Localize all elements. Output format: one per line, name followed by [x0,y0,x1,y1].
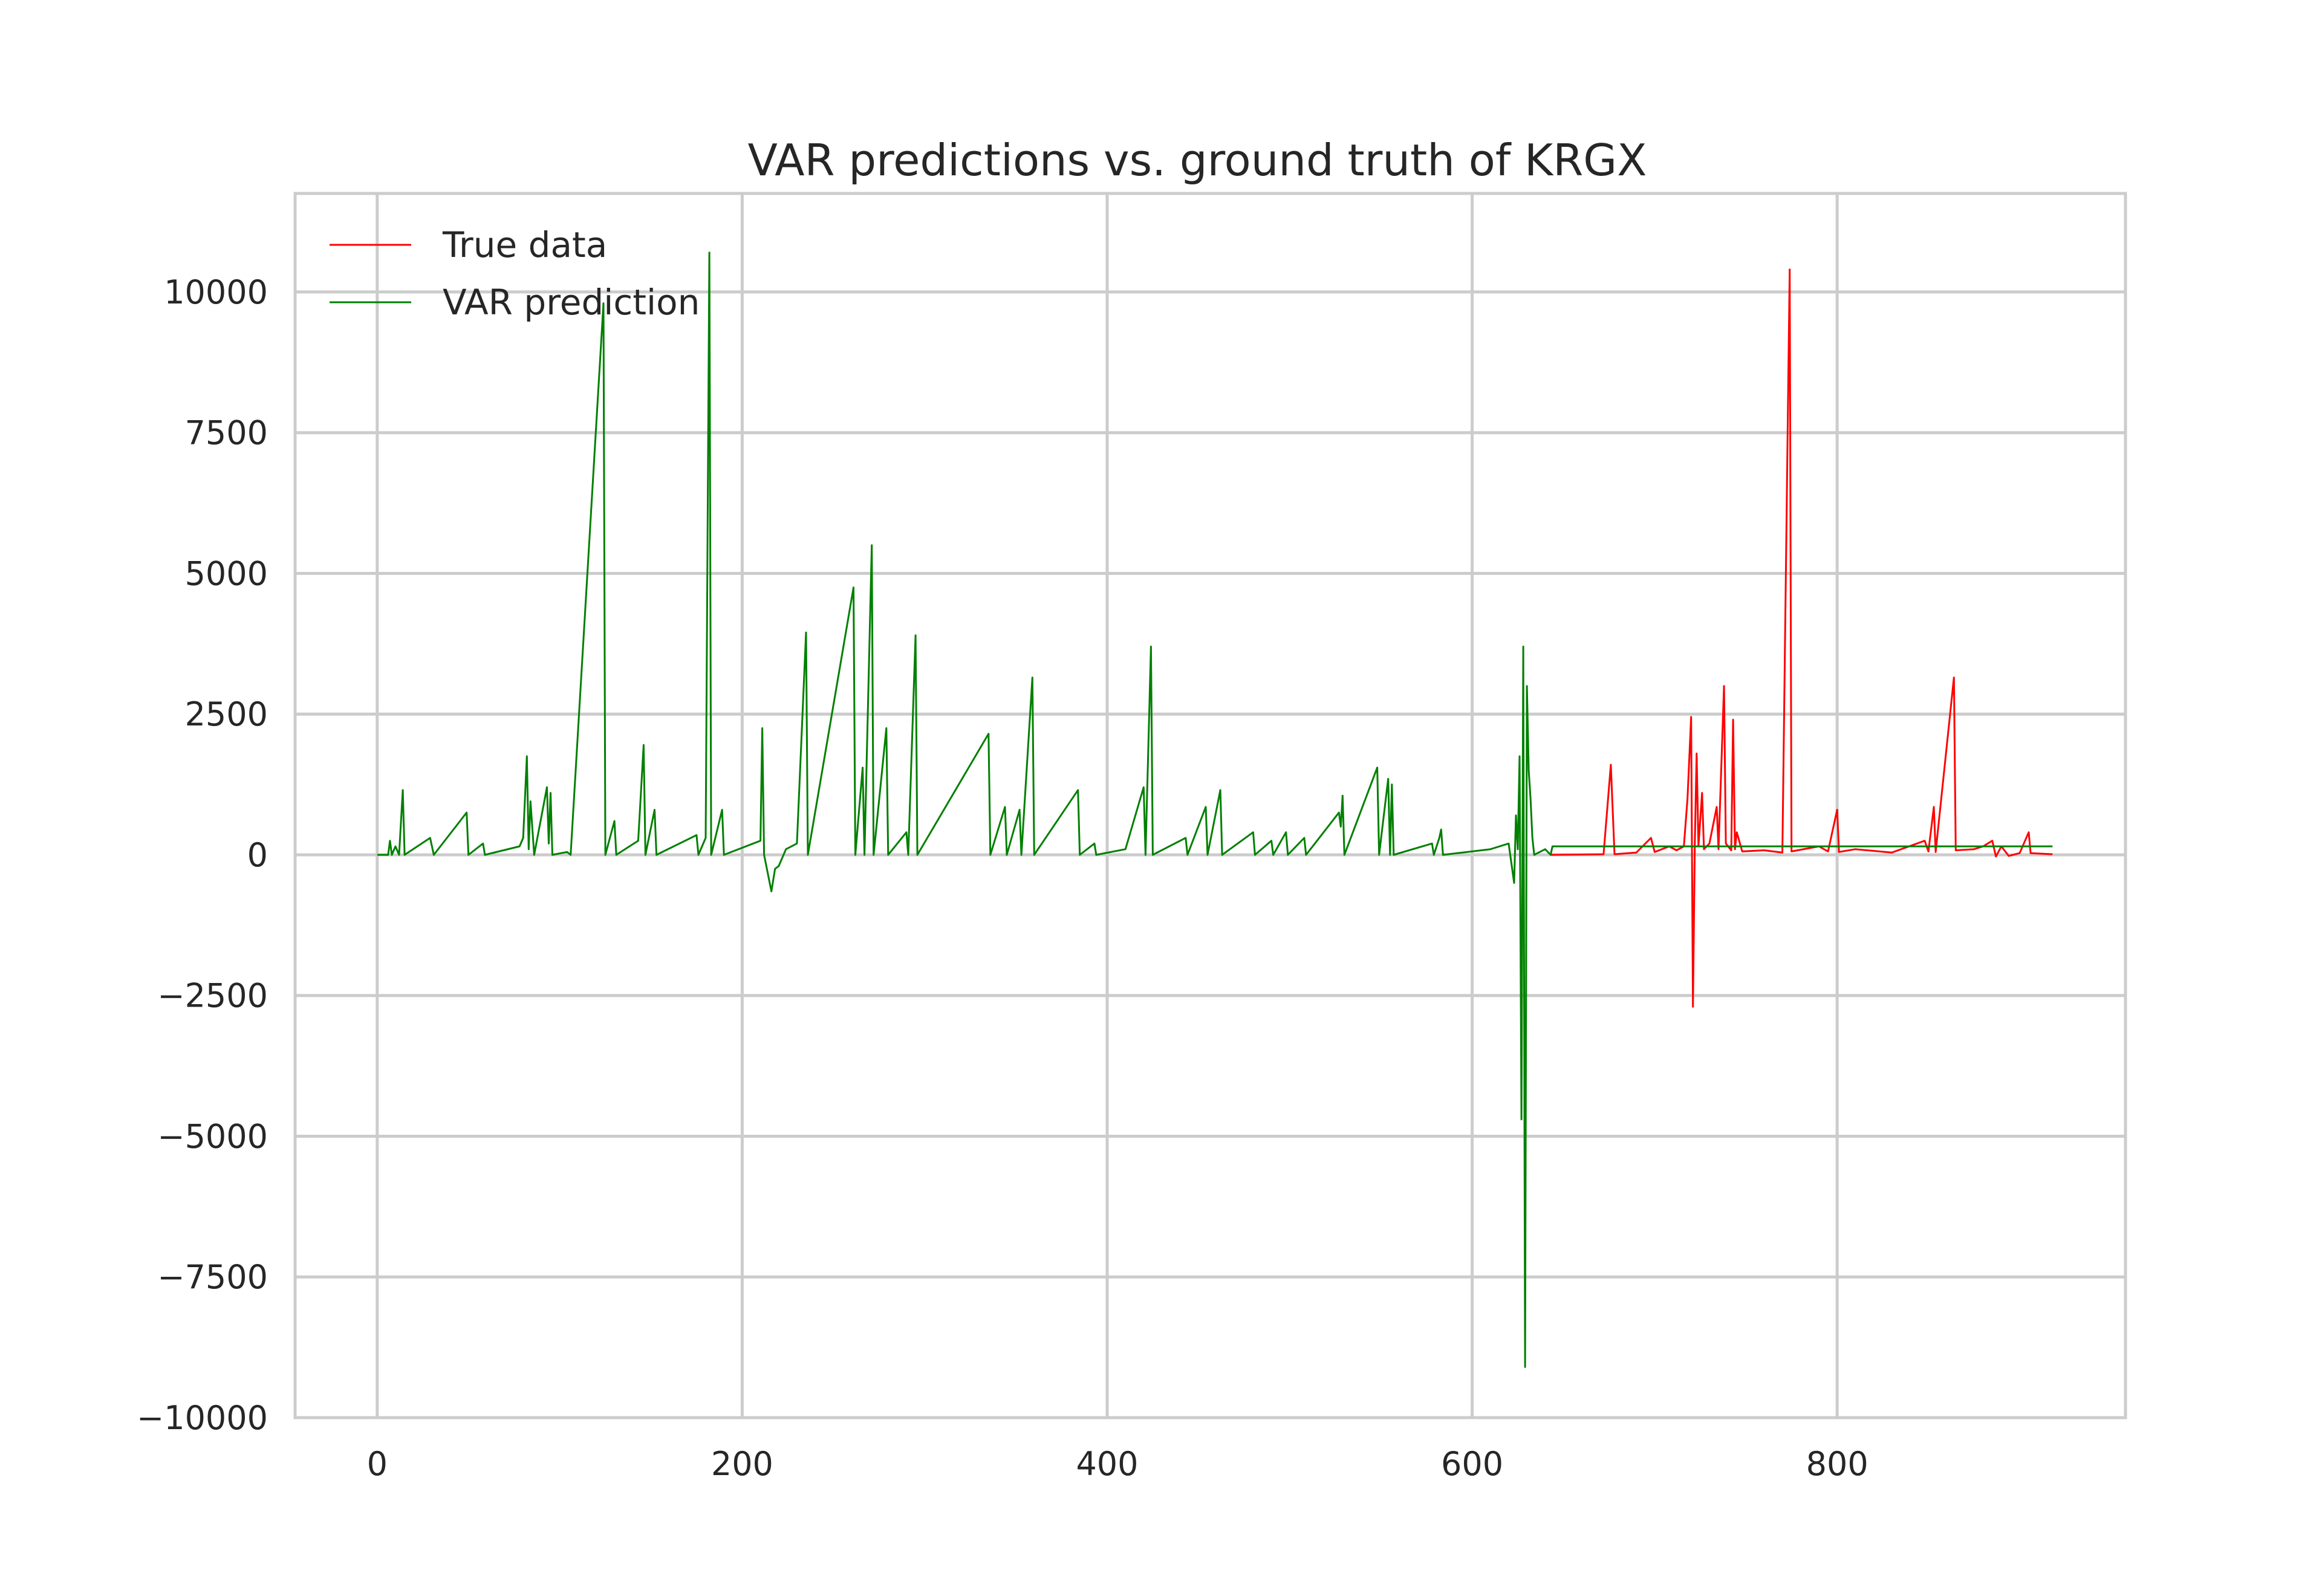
legend-label-true-data: True data [442,224,607,265]
y-tick-label: 7500 [185,414,268,452]
tick-labels: 0 200 400 600 800 −10000 −7500 −5000 −2500 0 2500 5… [137,273,1868,1483]
y-tick-label: −7500 [157,1258,268,1296]
y-tick-label: −10000 [137,1399,268,1437]
y-tick-label: 10000 [164,273,268,311]
axes-border [293,192,2127,1419]
plot-frame [293,192,2127,1419]
series-layer [377,251,2053,1368]
y-tick-label: −2500 [157,977,268,1015]
legend-label-var-prediction: VAR prediction [443,282,700,323]
y-tick-label: 5000 [185,554,268,592]
grid-layer [295,193,2125,1419]
x-tick-label: 800 [1806,1445,1868,1483]
legend: True data VAR prediction [330,224,700,323]
series-line-true-data [1550,268,2053,1008]
y-tick-label: 2500 [185,695,268,733]
y-tick-label: 0 [247,836,268,874]
x-tick-label: 0 [367,1445,388,1483]
x-tick-label: 200 [711,1445,773,1483]
x-tick-label: 400 [1076,1445,1138,1483]
chart-title: VAR predictions vs. ground truth of KRGX [748,135,1647,186]
x-tick-label: 600 [1441,1445,1503,1483]
series-line-var-prediction [377,251,2053,1368]
plot-area [295,193,2125,1418]
y-tick-label: −5000 [157,1117,268,1155]
